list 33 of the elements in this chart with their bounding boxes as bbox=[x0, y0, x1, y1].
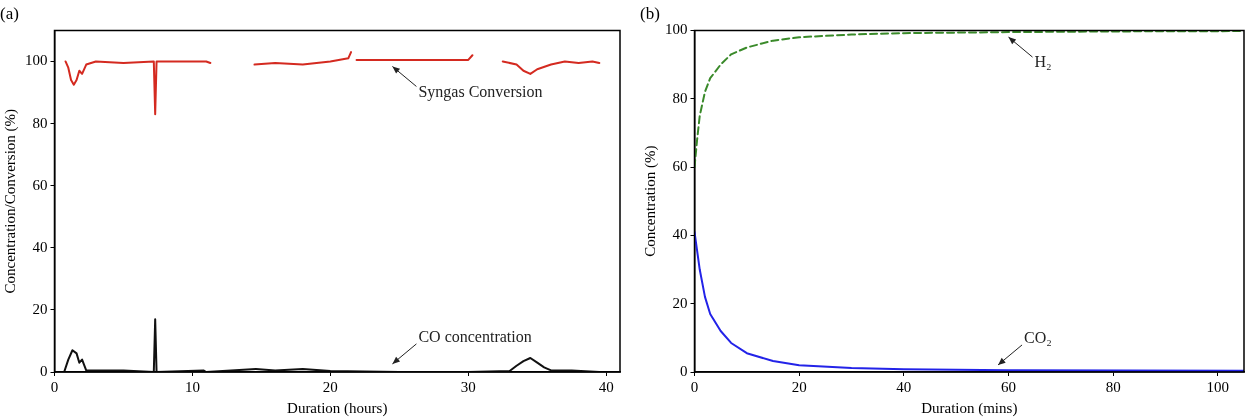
chart-title: (b) bbox=[640, 3, 660, 23]
y-tick-label: 20 bbox=[672, 294, 688, 311]
y-tick-label: 80 bbox=[32, 114, 48, 131]
y-tick-label: 20 bbox=[32, 300, 48, 317]
x-tick-label: 0 bbox=[690, 378, 699, 395]
x-tick-label: 80 bbox=[1105, 378, 1121, 395]
x-tick-label: 40 bbox=[598, 378, 614, 395]
annotation: CO₂ bbox=[1024, 329, 1052, 347]
x-tick-label: 10 bbox=[184, 378, 200, 395]
y-axis-title: Concentration (%) bbox=[641, 145, 659, 257]
y-tick-label: 40 bbox=[672, 226, 688, 243]
x-axis-title: Duration (hours) bbox=[287, 399, 388, 417]
x-tick-label: 20 bbox=[791, 378, 807, 395]
x-tick-label: 0 bbox=[50, 378, 59, 395]
y-tick-label: 60 bbox=[32, 176, 48, 193]
y-tick-label: 100 bbox=[665, 21, 688, 38]
x-axis-title: Duration (mins) bbox=[921, 399, 1018, 417]
y-tick-label: 40 bbox=[32, 238, 48, 255]
x-tick-label: 30 bbox=[460, 378, 476, 395]
y-tick-label: 60 bbox=[672, 157, 688, 174]
x-tick-label: 100 bbox=[1206, 378, 1230, 395]
y-tick-label: 0 bbox=[40, 362, 48, 379]
annotation: H₂ bbox=[1034, 53, 1052, 71]
y-tick-label: 0 bbox=[680, 362, 688, 379]
x-tick-label: 40 bbox=[896, 378, 912, 395]
chart-title: (a) bbox=[0, 3, 19, 23]
annotation: CO concentration bbox=[418, 328, 532, 346]
annotation: Syngas Conversion bbox=[418, 82, 543, 101]
y-axis-title: Concentration/Conversion (%) bbox=[1, 108, 19, 294]
x-tick-label: 60 bbox=[1001, 378, 1016, 395]
x-tick-label: 20 bbox=[322, 378, 338, 395]
y-tick-label: 100 bbox=[25, 52, 48, 69]
y-tick-label: 80 bbox=[672, 89, 688, 106]
